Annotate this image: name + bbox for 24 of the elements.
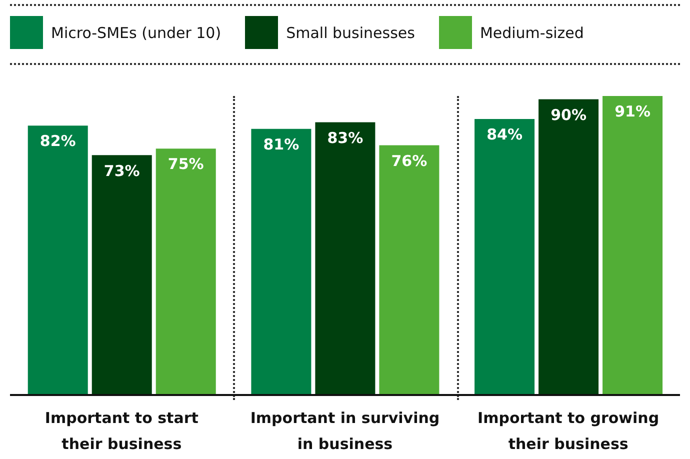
bar [251, 128, 312, 395]
bar [315, 122, 376, 395]
legend-label: Small businesses [286, 24, 415, 42]
data-label: 76% [391, 152, 428, 170]
bar [156, 148, 216, 395]
bar [474, 119, 535, 395]
data-label: 82% [40, 132, 76, 150]
bar [602, 96, 663, 395]
data-label: 81% [263, 136, 300, 154]
data-label: 75% [168, 155, 204, 174]
data-label: 91% [614, 102, 650, 121]
x-tick-label: Important to growing their business [478, 409, 660, 453]
data-label: 83% [327, 128, 364, 147]
legend-label: Medium-sized [480, 24, 584, 42]
bar [28, 126, 88, 395]
bar [92, 155, 152, 395]
data-label: 90% [550, 106, 586, 124]
bar [538, 99, 599, 395]
x-tick-label: Important in surviving in business [250, 409, 440, 453]
data-label: 73% [104, 162, 140, 180]
legend-label: Micro-SMEs (under 10) [51, 24, 222, 42]
x-tick-label: Important to start their business [44, 409, 198, 453]
data-label: 84% [486, 126, 522, 144]
bar [379, 145, 440, 395]
